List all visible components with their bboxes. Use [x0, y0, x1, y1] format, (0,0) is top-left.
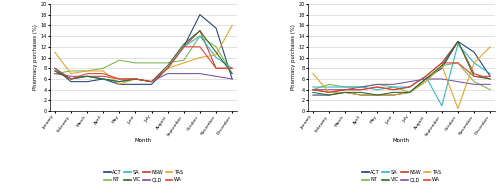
X-axis label: Month: Month — [393, 138, 410, 143]
Legend: ACT, NT, SA, VIC, NSW, QLD, TAS, WA: ACT, NT, SA, VIC, NSW, QLD, TAS, WA — [104, 169, 184, 183]
X-axis label: Month: Month — [135, 138, 152, 143]
Y-axis label: Pharmacy purchases (%): Pharmacy purchases (%) — [33, 25, 38, 90]
Y-axis label: Pharmacy purchases (%): Pharmacy purchases (%) — [291, 25, 296, 90]
Legend: ACT, NT, SA, VIC, NSW, QLD, TAS, WA: ACT, NT, SA, VIC, NSW, QLD, TAS, WA — [362, 169, 442, 183]
